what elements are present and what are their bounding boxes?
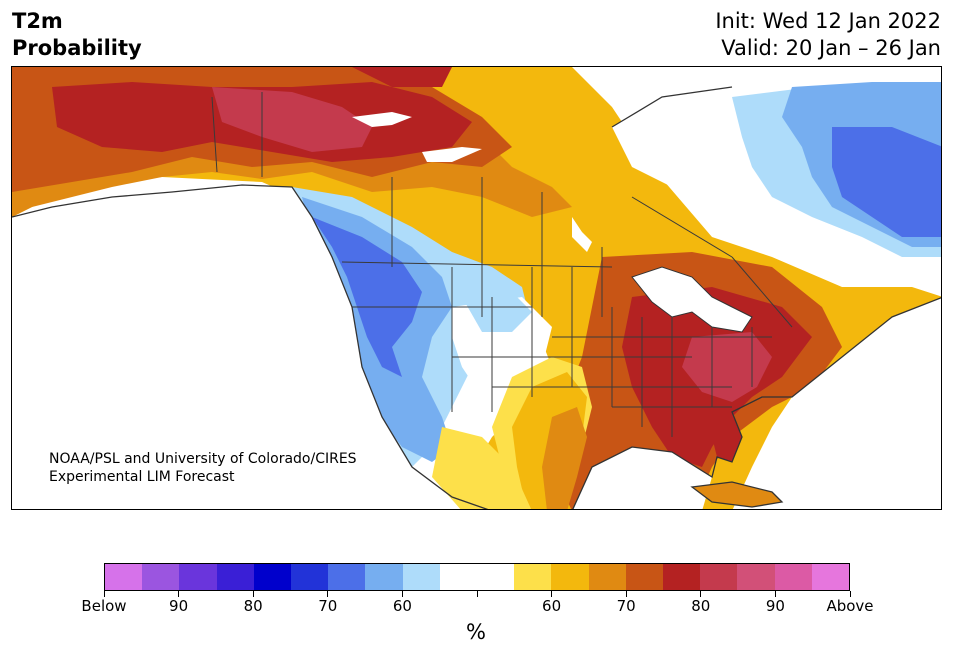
florida: [712, 407, 742, 462]
colorbar-segment: [588, 564, 626, 590]
colorbar-tick: [401, 591, 403, 597]
colorbar-tick-label: Above: [826, 597, 874, 615]
colorbar-segment: [105, 564, 143, 590]
colorbar-tick: [476, 591, 478, 597]
northeast-dark-blue: [832, 127, 941, 237]
colorbar-tick: [103, 591, 105, 597]
colorbar-tick-label: 70: [318, 597, 338, 615]
west-dark-blue: [312, 217, 422, 377]
canada-crimson: [212, 87, 372, 152]
colorbar-segment: [811, 564, 850, 590]
colorbar-tick: [849, 591, 851, 597]
colorbar-unit-label: %: [466, 620, 486, 644]
credit-line-2: Experimental LIM Forecast: [49, 469, 235, 485]
map-canvas: [12, 67, 941, 509]
colorbar-segment: [402, 564, 440, 590]
colorbar-segment: [216, 564, 254, 590]
great-bear-lake: [352, 112, 412, 127]
cuba: [692, 482, 782, 507]
date-block: Init: Wed 12 Jan 2022 Valid: 20 Jan – 26…: [715, 8, 941, 62]
political-boundaries: [211, 92, 793, 437]
probability-map: [11, 66, 942, 510]
plains-light-blue: [462, 292, 532, 332]
colorbar-segment: [477, 564, 515, 590]
colorbar-tick-label: 60: [542, 597, 562, 615]
atlantic-ocean: [732, 297, 941, 509]
credit-block: NOAA/PSL and University of Colorado/CIRE…: [49, 450, 357, 486]
colorbar-segment: [291, 564, 329, 590]
colorbar-segment: [439, 564, 478, 590]
valid-date: Valid: 20 Jan – 26 Jan: [721, 36, 941, 60]
colorbar-tick: [551, 591, 553, 597]
east-crimson: [682, 332, 772, 402]
canada-crimson-north: [352, 67, 452, 87]
colorbar-tick: [625, 591, 627, 597]
variable-label: T2m: [12, 9, 63, 33]
colorbar-segment: [253, 564, 292, 590]
gulf-of-mexico: [572, 447, 712, 509]
init-date: Init: Wed 12 Jan 2022: [715, 9, 941, 33]
colorbar-tick-labels: Below 90 80 70 60 60 70 80 90 Above: [81, 597, 873, 617]
colorbar-ticks: [103, 591, 851, 599]
colorbar-tick: [327, 591, 329, 597]
colorbar-segment: [328, 564, 366, 590]
colorbar-tick: [178, 591, 180, 597]
colorbar-tick-label: 70: [616, 597, 636, 615]
colorbar-tick: [252, 591, 254, 597]
colorbar-segment: [700, 564, 738, 590]
colorbar-tick-label: 80: [243, 597, 263, 615]
mexico-land: [432, 427, 532, 509]
map-title: T2m Probability: [12, 8, 142, 62]
lake-winnipeg: [572, 217, 592, 252]
colorbar-segment: [551, 564, 589, 590]
credit-line-1: NOAA/PSL and University of Colorado/CIRE…: [49, 451, 357, 467]
colorbar-tick-label: 80: [691, 597, 711, 615]
colorbar-tick: [700, 591, 702, 597]
pacific-ocean: [12, 185, 487, 509]
colorbar-segment: [142, 564, 180, 590]
great-slave-lake: [422, 147, 482, 162]
colorbar-segment: [774, 564, 812, 590]
colorbar-tick-label: 60: [392, 597, 412, 615]
colorbar-segment: [625, 564, 664, 590]
colorbar-tick-label: Below: [81, 597, 127, 615]
colorbar-tick-label: 90: [765, 597, 785, 615]
colorbar-segment: [737, 564, 775, 590]
colorbar-segment: [179, 564, 217, 590]
colorbar: [104, 563, 850, 591]
texas-orange: [542, 407, 587, 509]
colorbar-tick: [774, 591, 776, 597]
subtitle-label: Probability: [12, 36, 142, 60]
colorbar-segment: [365, 564, 403, 590]
coastlines: [12, 86, 941, 509]
colorbar-tick-label: 90: [169, 597, 189, 615]
great-lakes: [631, 266, 753, 333]
colorbar-segment: [663, 564, 701, 590]
colorbar-segment: [514, 564, 552, 590]
